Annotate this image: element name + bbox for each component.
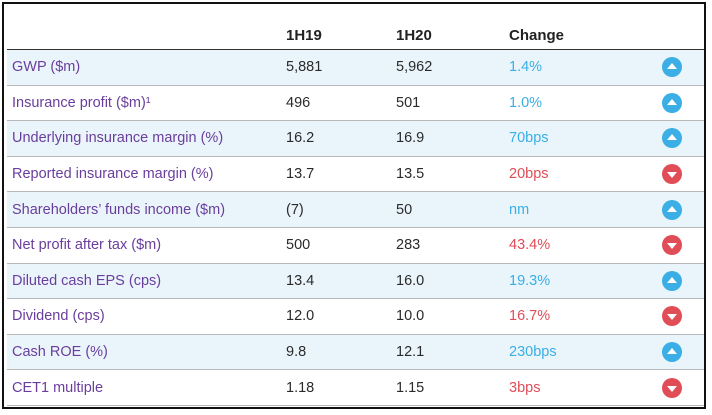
change-value: 19.3%	[505, 263, 632, 300]
value-1h20: 1.15	[392, 369, 505, 406]
value-1h20: 283	[392, 227, 505, 264]
table-row: GWP ($m) 5,881 5,962 1.4%	[7, 49, 704, 86]
metric-label: Diluted cash EPS (cps)	[7, 263, 282, 300]
change-value: 43.4%	[505, 227, 632, 264]
arrow-down-circle-icon	[662, 306, 682, 327]
change-value: 230bps	[505, 334, 632, 371]
value-1h20: 10.0	[392, 298, 505, 335]
trend-indicator-cell	[632, 227, 704, 264]
table-row: Underlying insurance margin (%) 16.2 16.9 7…	[7, 120, 704, 157]
trend-indicator-cell	[632, 369, 704, 406]
trend-indicator-cell	[632, 85, 704, 122]
header-indicator	[632, 21, 704, 50]
header-1h19: 1H19	[282, 21, 392, 50]
metric-label: Cash ROE (%)	[7, 334, 282, 371]
value-1h19: 12.0	[282, 298, 392, 335]
value-1h19: 500	[282, 227, 392, 264]
value-1h20: 5,962	[392, 49, 505, 86]
value-1h20: 501	[392, 85, 505, 122]
table-row: Cash ROE (%) 9.8 12.1 230bps	[7, 334, 704, 371]
arrow-up-circle-icon	[662, 57, 682, 78]
table-body: GWP ($m) 5,881 5,962 1.4% Insurance profit (…	[7, 49, 704, 406]
value-1h19: 16.2	[282, 120, 392, 157]
value-1h19: 1.18	[282, 369, 392, 406]
value-1h20: 16.9	[392, 120, 505, 157]
change-value: 70bps	[505, 120, 632, 157]
table-row: Shareholders’ funds income ($m) (7) 50 nm	[7, 191, 704, 228]
header-change: Change	[505, 21, 632, 50]
value-1h19: 9.8	[282, 334, 392, 371]
table-row: Diluted cash EPS (cps) 13.4 16.0 19.3%	[7, 263, 704, 300]
results-table: 1H19 1H20 Change GWP ($m) 5,881 5,962 1.4% I…	[7, 21, 704, 406]
arrow-up-circle-icon	[662, 92, 682, 113]
trend-indicator-cell	[632, 263, 704, 300]
table-row: Dividend (cps) 12.0 10.0 16.7%	[7, 298, 704, 335]
change-value: 1.4%	[505, 49, 632, 86]
metric-label: Insurance profit ($m)¹	[7, 85, 282, 122]
value-1h19: 496	[282, 85, 392, 122]
change-value: nm	[505, 191, 632, 228]
change-value: 3bps	[505, 369, 632, 406]
value-1h19: 13.4	[282, 263, 392, 300]
metric-label: CET1 multiple	[7, 369, 282, 406]
arrow-down-circle-icon	[662, 377, 682, 398]
trend-indicator-cell	[632, 298, 704, 335]
table-row: Reported insurance margin (%) 13.7 13.5 20b…	[7, 156, 704, 193]
metric-label: GWP ($m)	[7, 49, 282, 86]
value-1h20: 16.0	[392, 263, 505, 300]
trend-indicator-cell	[632, 334, 704, 371]
header-row: 1H19 1H20 Change	[7, 21, 704, 50]
metric-label: Net profit after tax ($m)	[7, 227, 282, 264]
arrow-up-circle-icon	[662, 342, 682, 363]
value-1h20: 13.5	[392, 156, 505, 193]
trend-indicator-cell	[632, 191, 704, 228]
value-1h19: 13.7	[282, 156, 392, 193]
table-row: CET1 multiple 1.18 1.15 3bps	[7, 369, 704, 406]
trend-indicator-cell	[632, 156, 704, 193]
change-value: 20bps	[505, 156, 632, 193]
metric-label: Underlying insurance margin (%)	[7, 120, 282, 157]
table-row: Insurance profit ($m)¹ 496 501 1.0%	[7, 85, 704, 122]
metric-label: Dividend (cps)	[7, 298, 282, 335]
metric-label: Reported insurance margin (%)	[7, 156, 282, 193]
table-row: Net profit after tax ($m) 500 283 43.4%	[7, 227, 704, 264]
header-1h20: 1H20	[392, 21, 505, 50]
arrow-up-circle-icon	[662, 199, 682, 220]
arrow-down-circle-icon	[662, 235, 682, 256]
value-1h19: (7)	[282, 191, 392, 228]
change-value: 1.0%	[505, 85, 632, 122]
arrow-down-circle-icon	[662, 164, 682, 185]
value-1h20: 50	[392, 191, 505, 228]
arrow-up-circle-icon	[662, 270, 682, 291]
value-1h20: 12.1	[392, 334, 505, 371]
header-metric	[7, 21, 282, 50]
trend-indicator-cell	[632, 49, 704, 86]
trend-indicator-cell	[632, 120, 704, 157]
value-1h19: 5,881	[282, 49, 392, 86]
metric-label: Shareholders’ funds income ($m)	[7, 191, 282, 228]
arrow-up-circle-icon	[662, 128, 682, 149]
change-value: 16.7%	[505, 298, 632, 335]
results-panel: 1H19 1H20 Change GWP ($m) 5,881 5,962 1.4% I…	[2, 2, 706, 409]
